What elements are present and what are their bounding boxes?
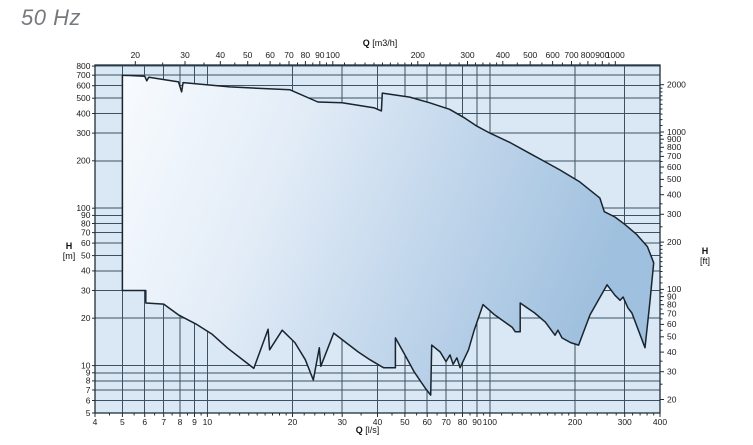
bottom-tick-label: 70: [441, 417, 451, 427]
right-tick-label: 900: [667, 134, 681, 144]
right-tick-label: 30: [667, 367, 677, 377]
right-tick-label: 80: [667, 300, 677, 310]
bottom-tick-label: 100: [483, 417, 497, 427]
right-tick-label: 1000: [667, 127, 686, 137]
left-tick-label: 5: [86, 408, 91, 418]
bottom-tick-label: 90: [472, 417, 482, 427]
top-tick-label: 700: [564, 50, 578, 60]
left-tick-label: 70: [81, 227, 91, 237]
right-axis-symbol: H: [701, 246, 709, 256]
left-tick-label: 800: [76, 61, 90, 71]
right-axis-unit: [ft]: [699, 256, 710, 266]
top-tick-label: 200: [411, 50, 425, 60]
top-tick-label: 60: [265, 50, 275, 60]
left-axis-symbol: H: [65, 241, 73, 251]
pump-envelope: [121, 74, 655, 396]
bottom-tick-label: 20: [288, 417, 298, 427]
left-tick-label: 600: [76, 81, 90, 91]
bottom-axis-unit: [l/s]: [365, 425, 380, 435]
bottom-tick-label: 9: [192, 417, 197, 427]
left-tick-label: 8: [86, 376, 91, 386]
right-tick-label: 700: [667, 151, 681, 161]
bottom-tick-label: 7: [161, 417, 166, 427]
right-tick-label: 50: [667, 332, 677, 342]
bottom-tick-label: 300: [618, 417, 632, 427]
bottom-tick-label: 10: [203, 417, 213, 427]
top-axis-title: Q [m3/h]: [349, 38, 411, 48]
left-axis-unit: [m]: [62, 251, 76, 261]
left-tick-label: 200: [76, 156, 90, 166]
left-tick-label: 40: [81, 266, 91, 276]
left-tick-label: 100: [76, 203, 90, 213]
left-tick-label: 20: [81, 313, 91, 323]
right-tick-label: 200: [667, 237, 681, 247]
right-tick-label: 400: [667, 190, 681, 200]
left-tick-label: 6: [86, 395, 91, 405]
top-tick-label: 600: [546, 50, 560, 60]
right-tick-label: 100: [667, 284, 681, 294]
left-tick-label: 80: [81, 218, 91, 228]
top-tick-label: 80: [301, 50, 311, 60]
right-tick-label: 20: [667, 394, 677, 404]
right-tick-label: 300: [667, 209, 681, 219]
top-tick-label: 1000: [606, 50, 625, 60]
right-axis-title: H [ft]: [690, 246, 720, 266]
left-tick-label: 50: [81, 250, 91, 260]
right-tick-label: 40: [667, 347, 677, 357]
right-tick-label: 800: [667, 142, 681, 152]
top-tick-label: 50: [243, 50, 253, 60]
left-tick-label: 7: [86, 385, 91, 395]
bottom-tick-label: 40: [373, 417, 383, 427]
bottom-tick-label: 5: [120, 417, 125, 427]
bottom-tick-label: 30: [337, 417, 347, 427]
right-tick-label: 2000: [667, 80, 686, 90]
top-tick-label: 400: [496, 50, 510, 60]
top-axis-symbol: Q: [362, 38, 370, 48]
right-tick-label: 600: [667, 162, 681, 172]
top-tick-label: 20: [131, 50, 141, 60]
left-axis-title: H [m]: [55, 241, 83, 261]
right-tick-label: 90: [667, 291, 677, 301]
top-tick-label: 300: [460, 50, 474, 60]
top-tick-label: 100: [326, 50, 340, 60]
left-tick-label: 400: [76, 108, 90, 118]
top-tick-label: 40: [216, 50, 226, 60]
right-tick-label: 70: [667, 309, 677, 319]
left-tick-label: 30: [81, 285, 91, 295]
left-tick-label: 500: [76, 93, 90, 103]
top-tick-label: 70: [284, 50, 294, 60]
bottom-tick-label: 80: [458, 417, 468, 427]
top-tick-label: 500: [523, 50, 537, 60]
left-tick-label: 700: [76, 70, 90, 80]
top-axis-unit: [m3/h]: [372, 38, 398, 48]
bottom-tick-label: 4: [93, 417, 98, 427]
bottom-tick-label: 400: [653, 417, 667, 427]
left-tick-label: 300: [76, 128, 90, 138]
top-tick-label: 90: [315, 50, 325, 60]
left-tick-label: 10: [81, 360, 91, 370]
left-tick-label: 60: [81, 238, 91, 248]
bottom-tick-label: 6: [142, 417, 147, 427]
bottom-tick-label: 8: [178, 417, 183, 427]
top-tick-label: 900: [595, 50, 609, 60]
right-tick-label: 500: [667, 174, 681, 184]
bottom-tick-label: 200: [568, 417, 582, 427]
left-tick-label: 90: [81, 210, 91, 220]
left-tick-label: 9: [86, 368, 91, 378]
bottom-tick-label: 60: [422, 417, 432, 427]
top-tick-label: 800: [581, 50, 595, 60]
bottom-tick-label: 50: [400, 417, 410, 427]
frequency-label: 50 Hz: [21, 5, 81, 30]
right-tick-label: 60: [667, 319, 677, 329]
top-tick-label: 30: [180, 50, 190, 60]
bottom-axis-title: Q [l/s]: [340, 425, 395, 435]
bottom-axis-symbol: Q: [355, 425, 363, 435]
axis-ticks-and-labels: 20 30 40 50 60 70 80 90 100 200 300 400 500 600 700 800…: [76, 50, 686, 427]
